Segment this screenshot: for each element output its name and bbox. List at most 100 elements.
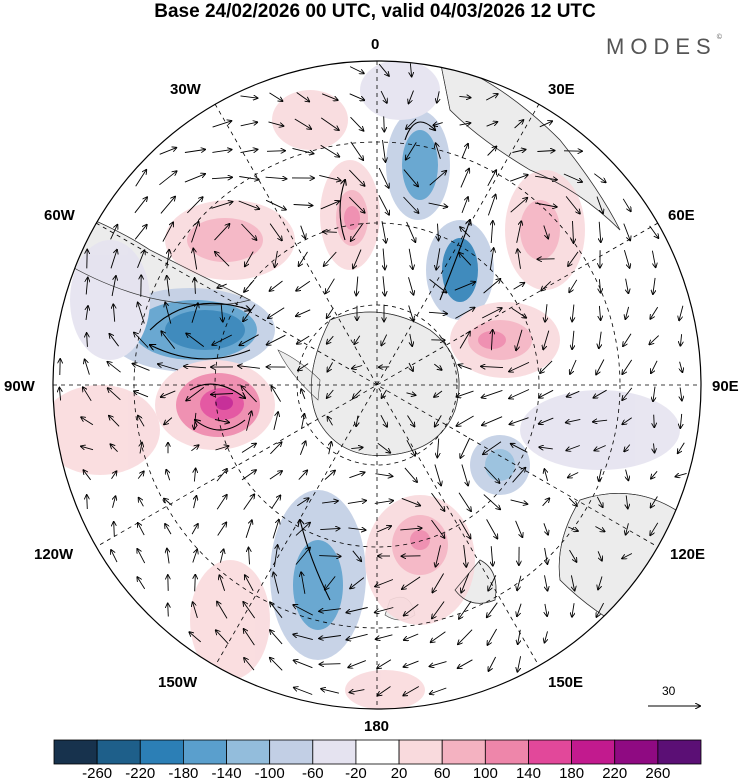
wind-vector [406, 142, 417, 159]
wind-vector [383, 276, 385, 295]
wind-vector [245, 251, 254, 267]
label-90w: 90W [4, 378, 35, 395]
wind-vector [623, 223, 630, 241]
wind-vector [459, 365, 472, 370]
wind-vector [356, 276, 358, 296]
wind-vector [624, 444, 631, 452]
wind-vector [623, 333, 632, 346]
wind-vector [321, 689, 340, 694]
wind-vector [483, 279, 501, 294]
wind-vector [186, 197, 202, 214]
wind-vector [431, 492, 445, 511]
colorbar-tick-label: 20 [390, 765, 408, 782]
wind-vector [486, 122, 498, 127]
wind-vector [81, 446, 94, 451]
wind-vector [483, 441, 502, 455]
wind-vector [509, 361, 530, 371]
wind-vector [165, 302, 172, 324]
wind-vector [322, 93, 338, 100]
wind-vector [406, 221, 416, 242]
wind-vector [678, 442, 685, 454]
wind-vector [134, 197, 147, 214]
wind-vector [354, 335, 361, 344]
graticule [53, 61, 701, 709]
colorbar-swatch [312, 739, 357, 765]
wind-vector [482, 416, 503, 426]
wind-vector [269, 92, 283, 101]
wind-vector [596, 359, 605, 375]
colorbar [53, 739, 702, 765]
wind-vector [403, 196, 419, 213]
colorbar-tick-label: -60 [301, 765, 324, 782]
wind-vector [625, 306, 628, 319]
wind-vector [108, 388, 121, 401]
wind-vector [382, 140, 386, 162]
wind-vector [87, 333, 88, 347]
colorbar-tick-label: -180 [168, 765, 199, 782]
wind-vector [191, 222, 199, 243]
wind-vector [545, 304, 547, 322]
wind-vector [211, 394, 234, 395]
colorbar-tick-label: -100 [254, 765, 285, 782]
wind-vector [378, 63, 389, 76]
wind-vector [238, 200, 260, 209]
wind-vector [215, 446, 229, 451]
wind-vector [110, 250, 117, 269]
wind-vector [481, 366, 504, 367]
label-120w: 120W [34, 546, 74, 563]
wind-vector [594, 445, 606, 451]
wind-vector [404, 633, 419, 640]
wind-vector [434, 464, 441, 486]
wind-vector [461, 197, 468, 214]
wind-vector [111, 471, 117, 480]
wind-vector [111, 550, 118, 563]
wind-vector [320, 144, 340, 157]
wind-vector [240, 96, 258, 98]
wind-vectors [59, 63, 687, 696]
wind-vector [489, 248, 493, 270]
wind-vector [545, 603, 547, 616]
wind-vector [430, 687, 447, 694]
wind-vector [679, 305, 684, 321]
wind-vector [408, 277, 414, 295]
wind-vector [488, 575, 497, 590]
wind-vector [269, 223, 282, 241]
wind-vector [327, 389, 334, 398]
wind-vector [109, 334, 119, 347]
wind-vector [297, 498, 308, 507]
colorbar-swatch [355, 739, 400, 765]
map-disk [53, 61, 701, 709]
map-boundary [52, 60, 702, 710]
wind-vector [240, 149, 258, 154]
colorbar-tick-label: 100 [472, 765, 498, 782]
wind-vector [349, 66, 364, 74]
wind-vector [458, 629, 473, 645]
wind-vector [565, 196, 580, 213]
wind-vector [649, 225, 659, 238]
wind-vector [83, 387, 92, 402]
wind-vector [569, 549, 577, 562]
modes-logo: MODES© [606, 34, 722, 60]
wind-vector [137, 471, 144, 479]
wind-vector [327, 307, 334, 318]
circulation-arcs [150, 121, 470, 601]
wind-vector [464, 545, 467, 567]
wind-vector [514, 120, 524, 129]
wind-vector [487, 170, 496, 187]
wind-vector [649, 335, 660, 345]
wind-vector [428, 202, 448, 207]
wind-vector [320, 528, 339, 529]
wind-vector [133, 364, 150, 371]
wind-vector [241, 470, 256, 481]
wind-vector [319, 556, 341, 557]
wind-vector [241, 444, 256, 453]
wind-vector [109, 416, 120, 427]
colorbar-swatch [269, 739, 314, 765]
wind-vector [219, 575, 226, 591]
wind-vector [408, 305, 414, 321]
wind-vector [437, 438, 438, 458]
wind-vector [319, 609, 341, 612]
wind-vector [594, 173, 605, 183]
wind-vector [458, 492, 471, 511]
wind-vector [221, 304, 223, 321]
